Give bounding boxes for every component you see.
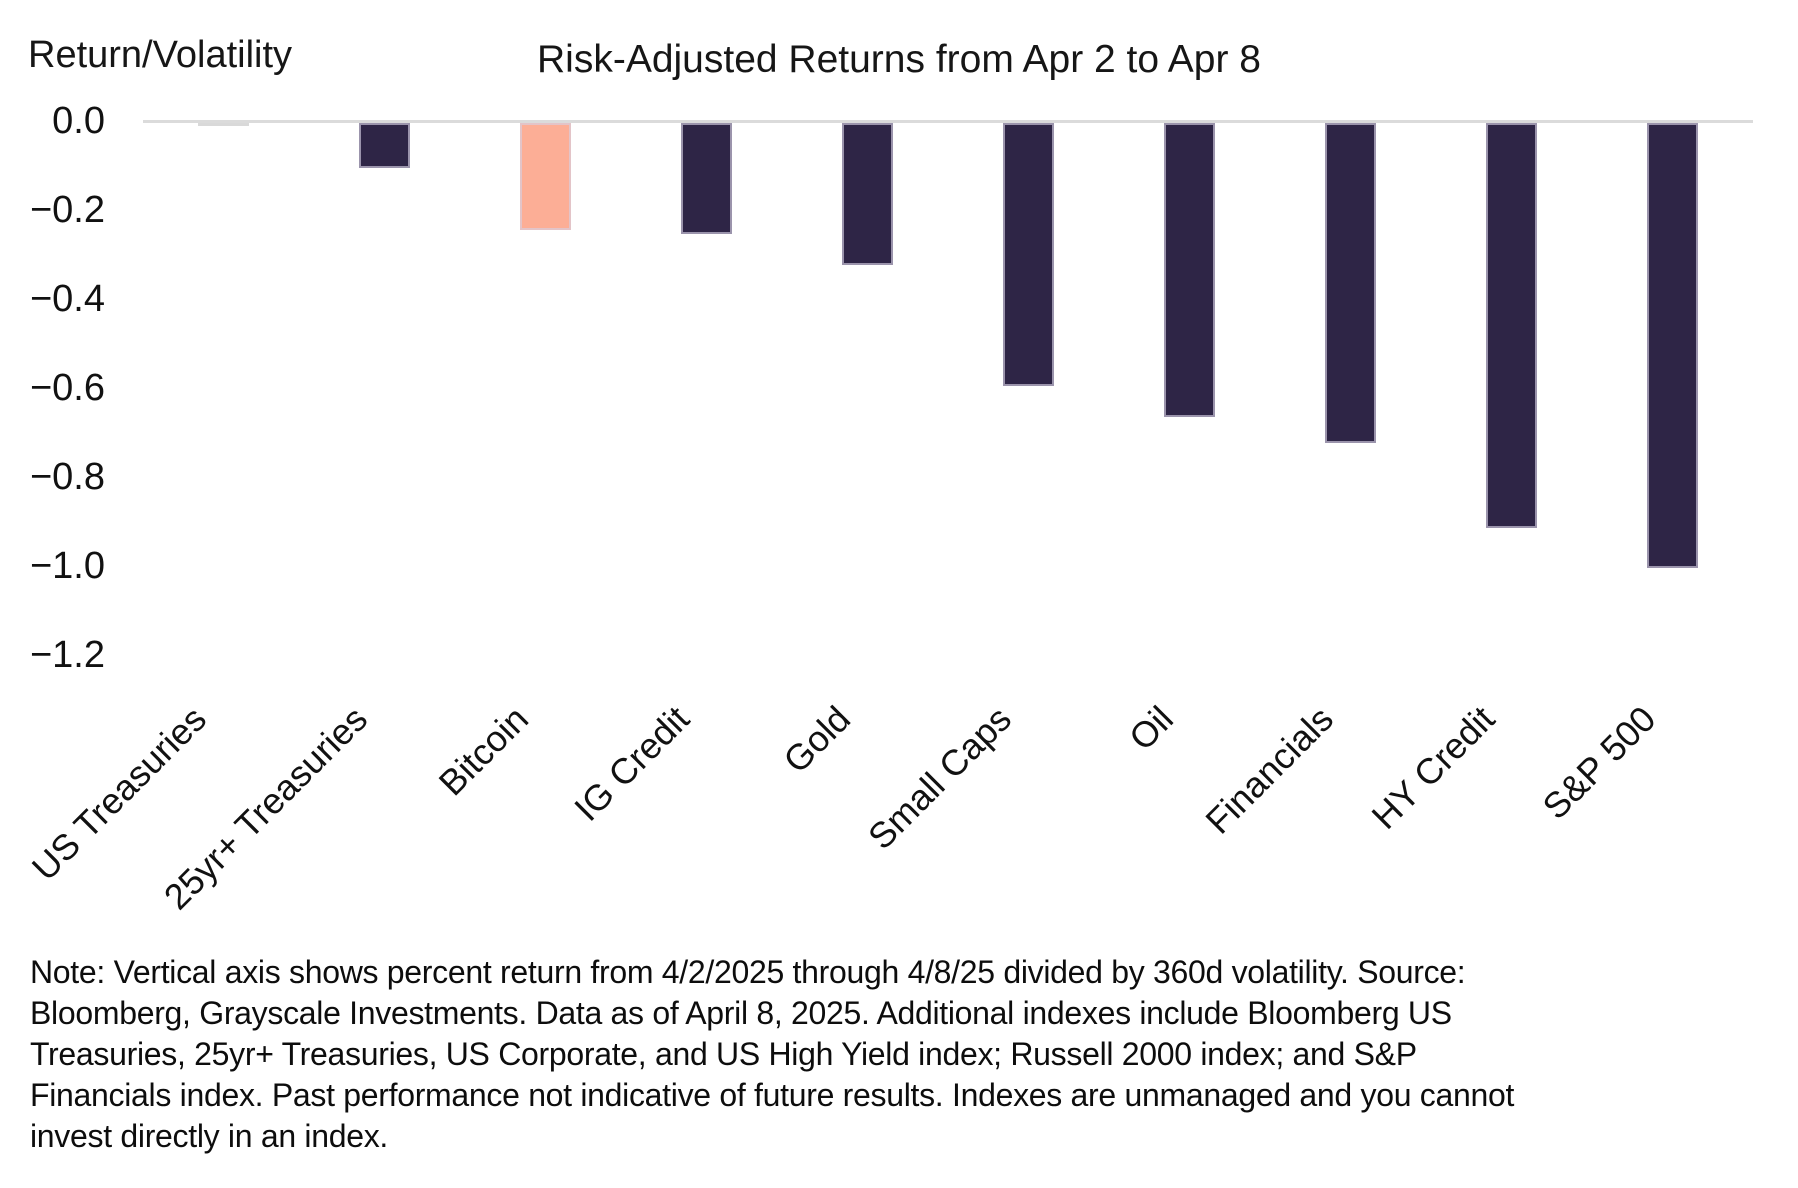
y-tick-label-minus-0.8: −0.8: [29, 456, 105, 498]
x-tick-label-oil: Oil: [1120, 698, 1181, 759]
y-tick-label-0.0: 0.0: [52, 100, 105, 142]
bar-financials: [1325, 123, 1376, 443]
chart-title: Risk-Adjusted Returns from Apr 2 to Apr …: [537, 38, 1261, 81]
bar-gold: [842, 123, 893, 265]
x-tick-label-ig-credit: IG Credit: [566, 698, 698, 829]
x-tick-label-gold: Gold: [775, 698, 859, 781]
y-tick-label-minus-0.2: −0.2: [29, 189, 105, 231]
x-tick-label-hy-credit: HY Credit: [1363, 698, 1503, 837]
x-tick-label-small-caps: Small Caps: [860, 698, 1020, 858]
footnote: Note: Vertical axis shows percent return…: [30, 952, 1514, 1157]
footnote-line: Note: Vertical axis shows percent return…: [30, 954, 1466, 990]
bar-small-caps: [1003, 123, 1054, 386]
footnote-line: invest directly in an index.: [30, 1118, 389, 1154]
y-tick-label-minus-0.4: −0.4: [29, 278, 105, 320]
y-tick-label-minus-1.2: −1.2: [29, 634, 105, 676]
bar-25yr-treasuries: [359, 123, 410, 168]
footnote-line: Bloomberg, Grayscale Investments. Data a…: [30, 995, 1452, 1031]
x-tick-label-financials: Financials: [1197, 698, 1342, 842]
bar-ig-credit: [681, 123, 732, 234]
y-tick-label-minus-0.6: −0.6: [29, 367, 105, 409]
x-tick-label-bitcoin: Bitcoin: [431, 698, 537, 804]
bar-us-treasuries: [198, 123, 249, 126]
bar-oil: [1164, 123, 1215, 417]
bar-bitcoin: [520, 123, 571, 230]
bar-s-p-500: [1647, 123, 1698, 568]
bar-hy-credit: [1486, 123, 1537, 528]
y-axis-title: Return/Volatility: [28, 34, 293, 76]
footnote-line: Financials index. Past performance not i…: [30, 1077, 1515, 1113]
footnote-line: Treasuries, 25yr+ Treasuries, US Corpora…: [30, 1036, 1417, 1072]
x-tick-label-s-p-500: S&P 500: [1534, 698, 1664, 828]
zero-gridline: [143, 120, 1753, 123]
y-tick-label-minus-1.0: −1.0: [29, 545, 105, 587]
